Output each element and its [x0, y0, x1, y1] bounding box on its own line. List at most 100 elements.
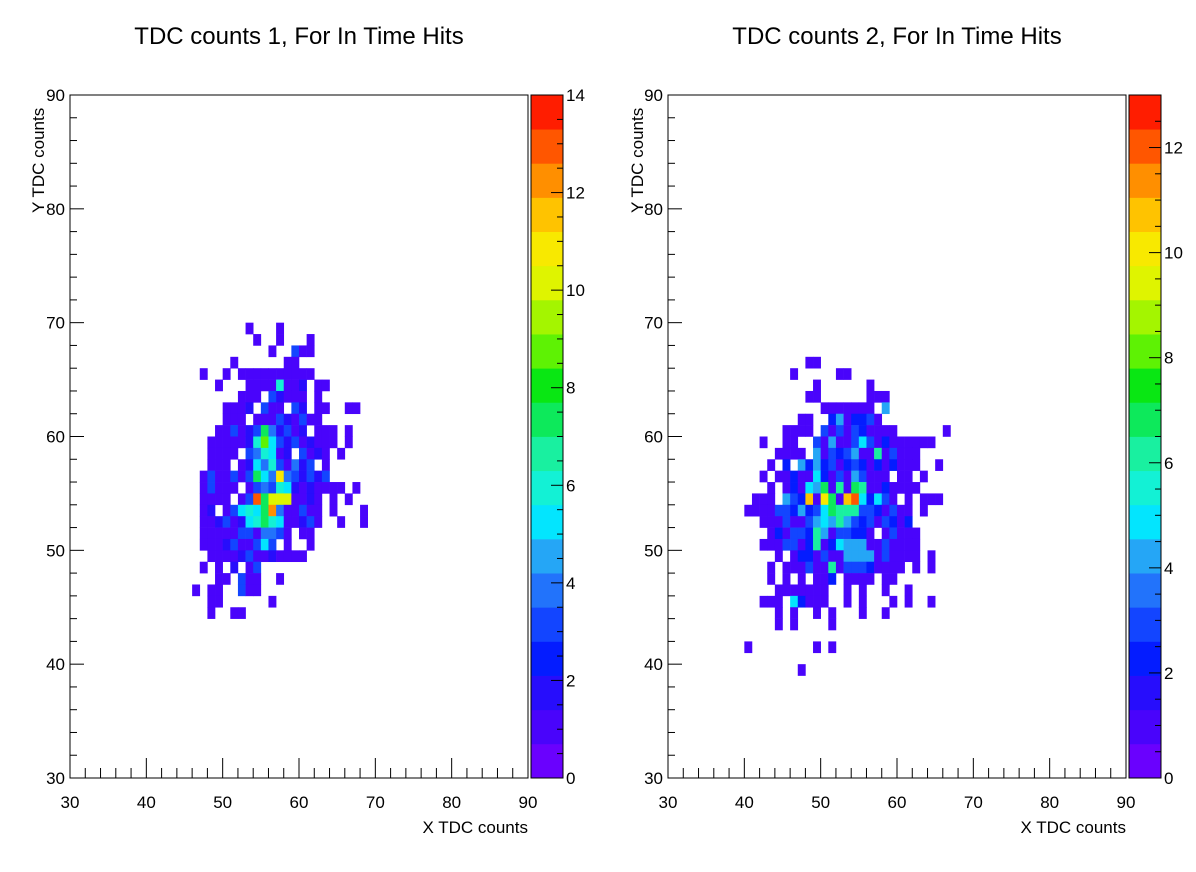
heatmap-cell	[835, 504, 844, 517]
palette-band	[531, 95, 563, 130]
heatmap-cell	[843, 436, 852, 449]
heatmap-cell	[828, 641, 837, 654]
heatmap-cell	[820, 459, 829, 471]
heatmap-cell	[874, 447, 883, 460]
heatmap-cell	[813, 482, 821, 494]
heatmap-cell	[874, 470, 883, 483]
palette-band	[1129, 163, 1161, 198]
heatmap-cell	[904, 482, 913, 494]
heatmap-cell	[790, 447, 799, 460]
heatmap-cell	[230, 561, 239, 574]
heatmap-cell	[207, 459, 216, 471]
heatmap-cell	[889, 561, 898, 574]
heatmap-cell	[744, 504, 753, 517]
heatmap-cell	[253, 561, 262, 574]
heatmap-cell	[889, 527, 898, 540]
heatmap-cell	[767, 459, 776, 471]
heatmap-cell	[291, 413, 300, 426]
heatmap-cell	[253, 459, 262, 471]
heatmap-cell	[767, 595, 776, 608]
heatmap-cell	[851, 482, 860, 494]
heatmap-cell	[805, 413, 814, 426]
y-tick-label: 70	[46, 314, 65, 333]
heatmap-cell	[360, 504, 368, 517]
heatmap-cells	[192, 322, 368, 619]
heatmap-cell	[299, 459, 307, 471]
heatmap-cell	[283, 436, 292, 449]
heatmap-cell	[245, 538, 254, 551]
heatmap-cell	[828, 459, 837, 471]
heatmap-cell	[820, 402, 829, 415]
heatmap-cell	[828, 618, 837, 631]
palette-band	[531, 299, 563, 335]
heatmap-cell	[207, 516, 216, 528]
heatmap-cell	[835, 413, 844, 426]
heatmap-cell	[767, 516, 776, 528]
y-tick-label: 30	[644, 769, 663, 788]
palette-band	[531, 368, 563, 403]
color-palette: 0 2 4 6 8 10 12 14	[530, 86, 585, 788]
heatmap-cell	[321, 470, 330, 483]
heatmap-cell	[782, 436, 791, 449]
heatmap-cell	[253, 482, 262, 494]
y-tick-label: 50	[644, 541, 663, 560]
heatmap-cell	[790, 470, 799, 483]
x-tick-label: 80	[1040, 793, 1059, 812]
heatmap-cell	[199, 538, 208, 551]
heatmap-cell	[759, 436, 768, 449]
heatmap-cell	[874, 459, 883, 471]
heatmap-cell	[291, 436, 300, 449]
heatmap-cell	[874, 390, 883, 403]
heatmap-cell	[767, 538, 776, 551]
heatmap-cell	[851, 527, 860, 540]
heatmap-cell	[927, 595, 936, 608]
x-tick-label: 90	[1117, 793, 1136, 812]
heatmap-cell	[276, 436, 285, 449]
heatmap-cell	[874, 493, 883, 506]
heatmap-cell	[797, 561, 806, 574]
heatmap-cell	[207, 607, 216, 619]
heatmap-cell	[207, 550, 216, 563]
heatmap-cell	[881, 527, 890, 540]
heatmap-cell	[314, 470, 323, 483]
heatmap-cell	[237, 459, 246, 471]
heatmap-cell	[344, 493, 353, 506]
heatmap-cell	[215, 436, 223, 449]
heatmap-cell	[222, 459, 231, 471]
heatmap-cell	[858, 527, 867, 540]
heatmap-cell	[230, 413, 239, 426]
heatmap-cell	[866, 482, 875, 494]
heatmap-cell	[260, 504, 269, 517]
heatmap-cell	[797, 550, 806, 563]
heatmap-cell	[881, 584, 890, 597]
heatmap-cell	[813, 379, 821, 392]
heatmap-cell	[222, 402, 231, 415]
heatmap-cell	[299, 402, 307, 415]
heatmap-cell	[291, 379, 300, 392]
heatmap-cell	[299, 425, 307, 437]
heatmap-cell	[912, 550, 921, 563]
heatmap-cell	[352, 482, 361, 494]
heatmap-cell	[253, 550, 262, 563]
heatmap-cell	[329, 436, 338, 449]
heatmap-cell	[851, 436, 860, 449]
heatmap-cell	[314, 436, 323, 449]
heatmap-cell	[790, 425, 799, 437]
heatmap-cell	[858, 425, 867, 437]
heatmap-cell	[805, 538, 814, 551]
heatmap-cell	[828, 425, 837, 437]
heatmap-cell	[881, 470, 890, 483]
heatmap-cell	[199, 516, 208, 528]
heatmap-cell	[843, 493, 852, 506]
heatmap-cell	[866, 459, 875, 471]
heatmap-cell	[237, 436, 246, 449]
heatmap-cell	[897, 561, 905, 574]
heatmap-cell	[230, 607, 239, 619]
heatmap-cell	[790, 618, 799, 631]
heatmap-cell	[245, 447, 254, 460]
heatmap-cell	[744, 641, 753, 654]
heatmap-cell	[790, 538, 799, 551]
heatmap-cell	[851, 459, 860, 471]
heatmap-cell	[866, 402, 875, 415]
heatmap-cell	[813, 516, 821, 528]
